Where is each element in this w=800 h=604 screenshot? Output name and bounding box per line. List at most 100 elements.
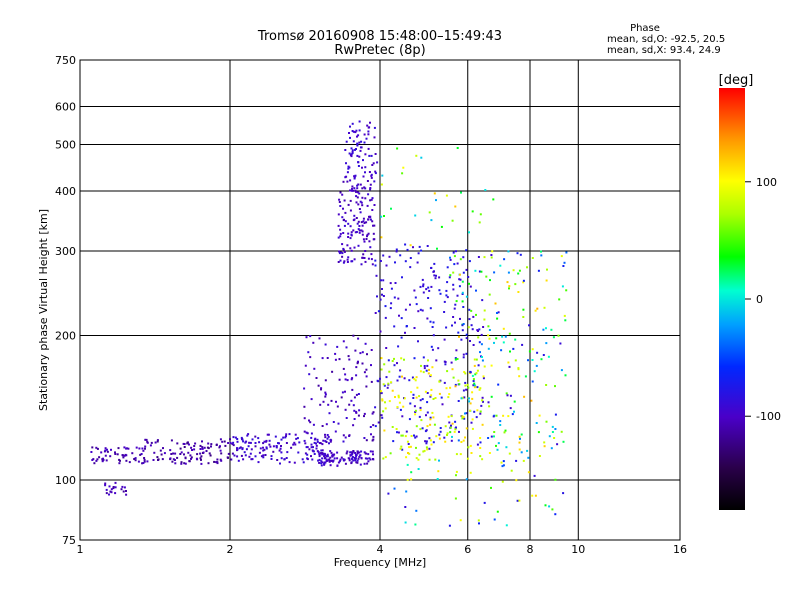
data-point <box>429 416 432 419</box>
data-point <box>153 451 156 454</box>
data-point <box>481 399 484 402</box>
data-point <box>310 455 312 458</box>
data-point <box>305 431 308 434</box>
data-point <box>109 455 112 458</box>
data-point <box>428 458 431 461</box>
data-point <box>285 457 288 459</box>
data-point <box>409 266 412 269</box>
data-point <box>336 451 339 454</box>
data-point <box>260 455 263 458</box>
data-point <box>199 448 202 450</box>
data-point <box>482 326 485 328</box>
data-point <box>531 359 534 361</box>
data-point <box>179 447 182 450</box>
data-point <box>324 436 327 439</box>
data-point <box>447 396 450 399</box>
data-point <box>501 335 504 338</box>
data-point <box>405 430 408 433</box>
data-point <box>395 248 398 251</box>
data-point <box>512 269 515 272</box>
data-point <box>535 364 538 367</box>
data-point <box>141 447 144 450</box>
data-point <box>346 244 349 247</box>
data-point <box>449 386 452 389</box>
data-point <box>189 454 192 457</box>
data-point <box>344 373 347 376</box>
data-point <box>460 397 463 400</box>
data-point <box>347 256 350 259</box>
data-point <box>477 336 480 339</box>
data-point <box>335 400 337 403</box>
data-point <box>419 370 422 373</box>
data-point <box>462 256 465 259</box>
data-point <box>518 375 521 378</box>
data-point <box>557 334 560 337</box>
data-point <box>359 146 362 149</box>
data-point <box>254 455 257 458</box>
data-point <box>355 231 358 233</box>
data-point <box>224 444 227 447</box>
data-point <box>339 259 342 262</box>
data-point <box>478 270 481 273</box>
data-point <box>400 357 403 360</box>
data-point <box>263 448 266 451</box>
data-point <box>455 349 458 352</box>
data-point <box>433 423 436 426</box>
data-point <box>240 454 243 457</box>
data-point <box>528 350 531 353</box>
data-point <box>507 415 510 418</box>
data-point <box>365 137 368 140</box>
data-point <box>160 453 163 456</box>
data-point <box>481 396 484 399</box>
data-point <box>138 447 141 450</box>
data-point <box>356 191 359 194</box>
data-point <box>558 298 561 301</box>
data-point <box>407 443 410 445</box>
data-point <box>354 189 357 192</box>
data-point <box>369 187 372 189</box>
data-point <box>265 447 268 450</box>
data-point <box>332 459 335 462</box>
data-point <box>105 459 108 462</box>
data-point <box>254 435 257 438</box>
data-point <box>454 497 457 500</box>
data-point <box>372 438 375 441</box>
data-point <box>200 458 202 461</box>
data-point <box>501 480 504 483</box>
data-point <box>144 447 146 450</box>
y-tick-label: 300 <box>55 245 76 258</box>
data-point <box>454 321 456 324</box>
colorbar-tick-label: 100 <box>756 176 777 189</box>
data-point <box>464 436 466 439</box>
data-point <box>321 457 324 460</box>
data-point <box>358 141 361 144</box>
data-point <box>370 349 373 351</box>
data-point <box>429 395 432 398</box>
data-point <box>313 441 316 444</box>
data-point <box>446 370 449 373</box>
data-point <box>386 386 389 389</box>
data-point <box>351 451 354 454</box>
data-point <box>550 328 553 331</box>
data-point <box>404 331 406 334</box>
data-point <box>315 442 317 445</box>
data-point <box>370 173 373 176</box>
data-point <box>190 446 193 449</box>
data-point <box>303 430 306 433</box>
data-point <box>162 447 164 450</box>
data-point <box>322 439 325 442</box>
data-point <box>479 213 482 216</box>
data-point <box>446 432 449 435</box>
data-point <box>465 249 468 252</box>
data-point <box>350 462 353 465</box>
data-point <box>172 458 175 461</box>
data-point <box>422 291 425 294</box>
data-point <box>321 453 324 456</box>
data-point <box>443 300 446 303</box>
data-point <box>266 433 269 436</box>
data-point <box>385 376 388 379</box>
data-point <box>320 387 323 390</box>
data-point <box>325 458 328 461</box>
data-point <box>372 435 375 438</box>
data-point <box>313 367 316 370</box>
